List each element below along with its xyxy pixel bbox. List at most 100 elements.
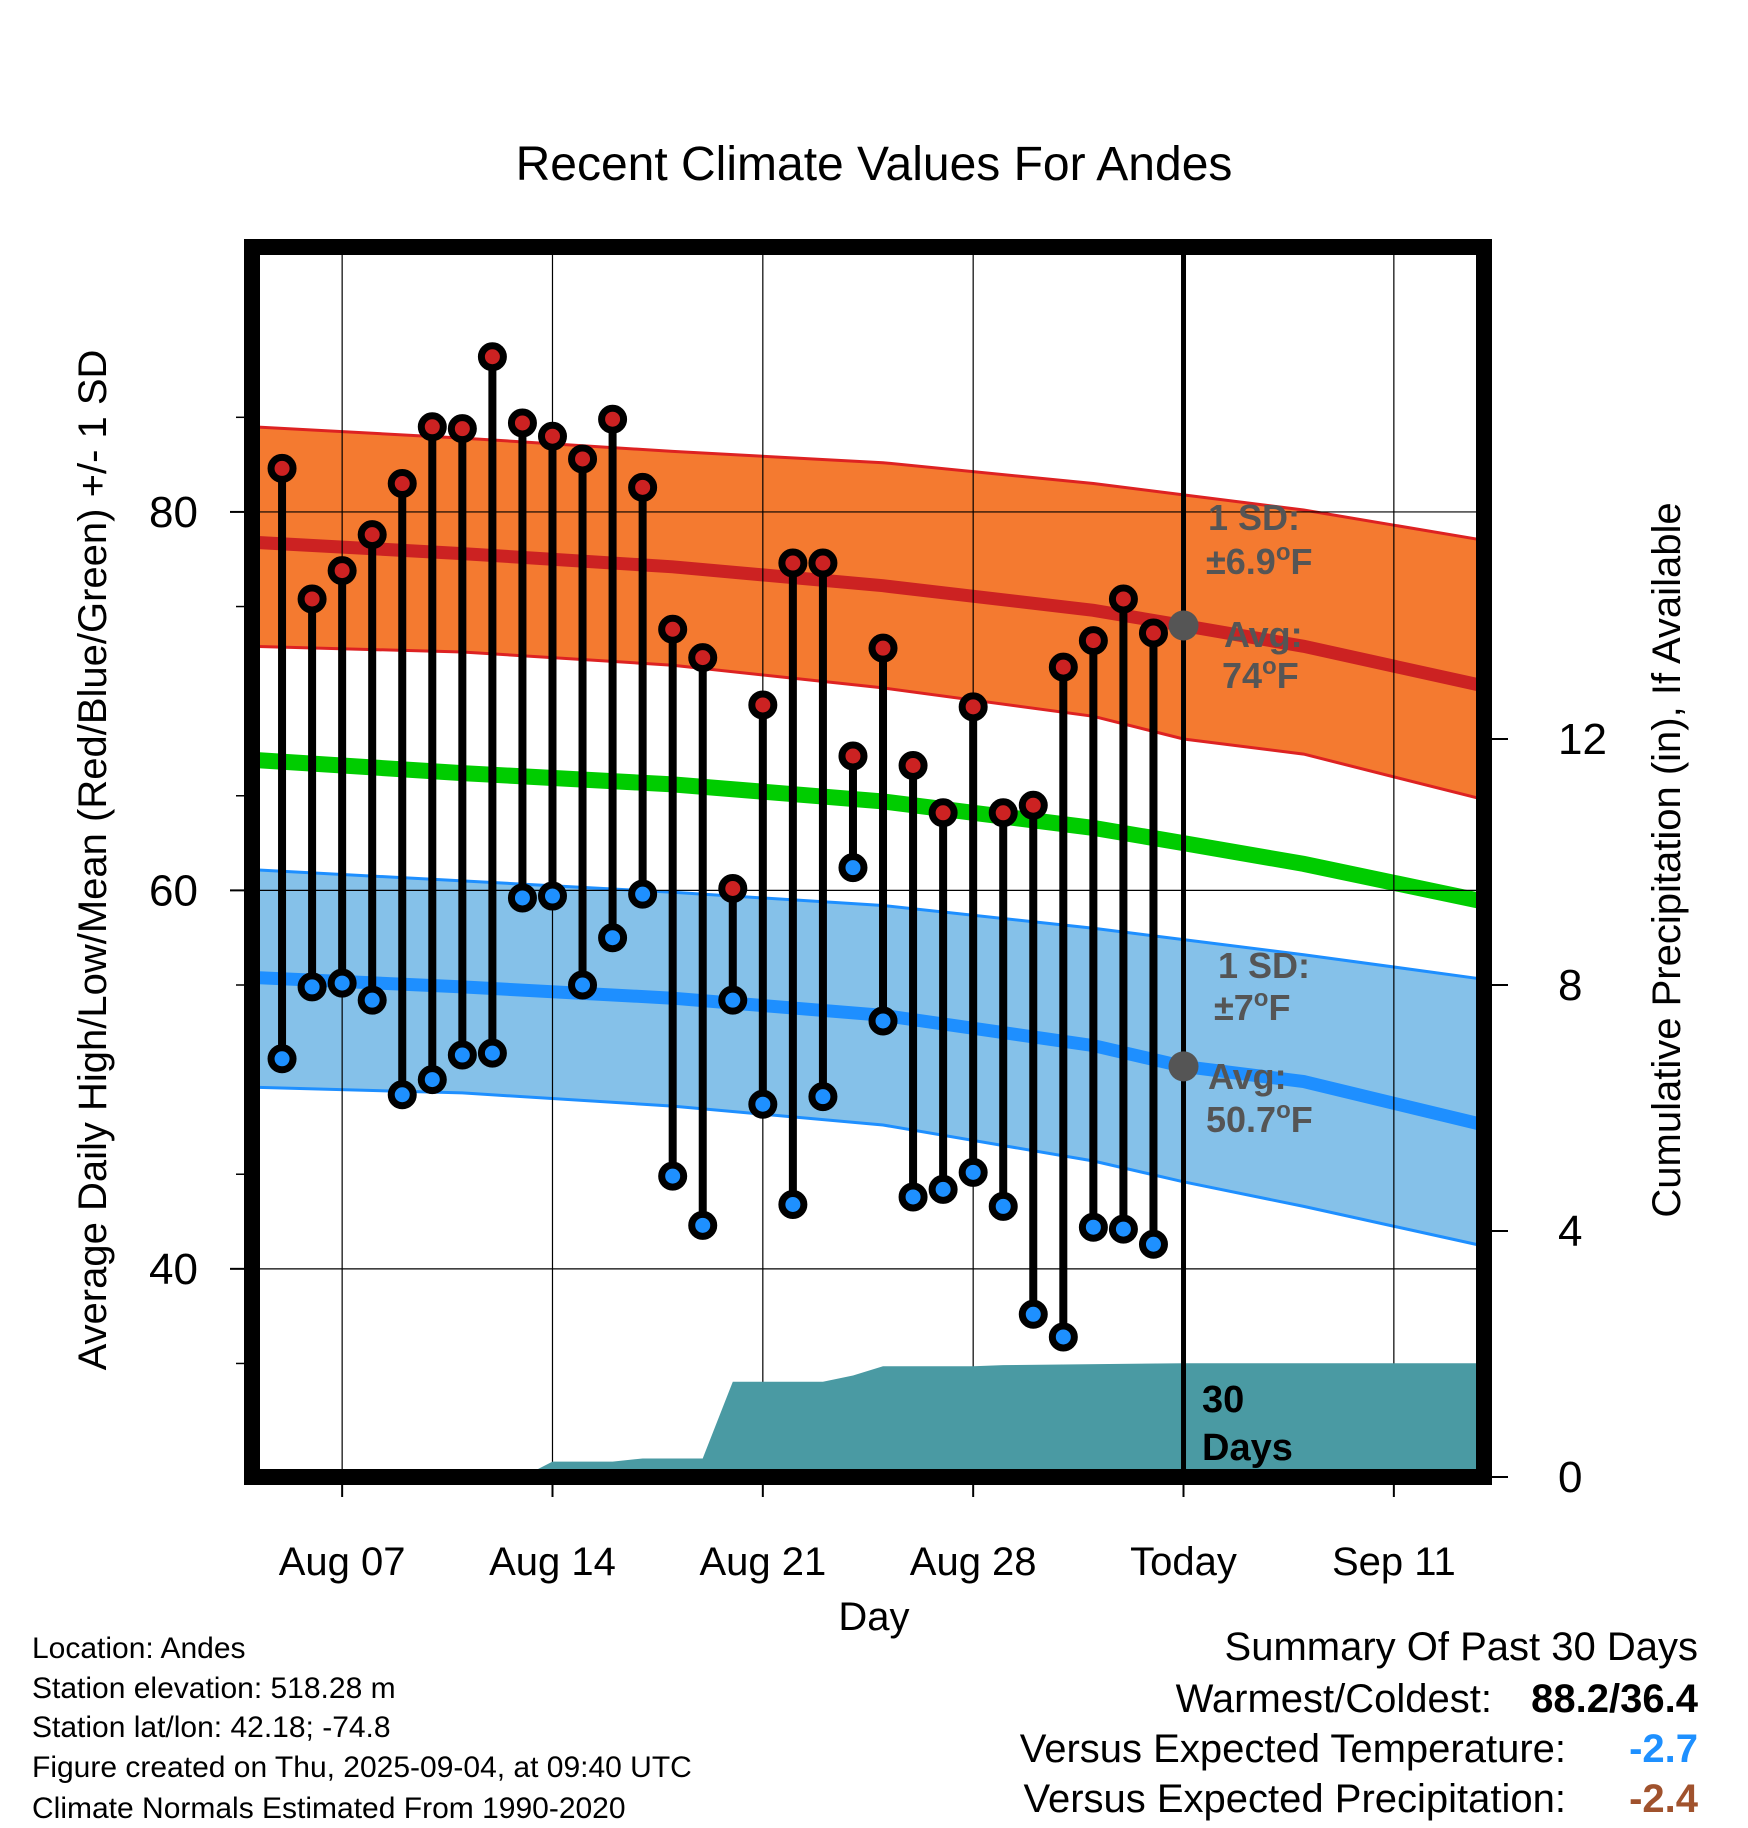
station-elevation: Station elevation: 518.28 m [32, 1672, 396, 1705]
x-axis-label: Day [838, 1595, 909, 1639]
high-point [778, 548, 808, 578]
high-point [598, 404, 628, 434]
high-sd-lower-line [251, 644, 1485, 802]
high-point [568, 444, 598, 474]
high-point [748, 690, 778, 720]
high-point [327, 556, 357, 586]
low-point [568, 970, 598, 1000]
low-sd-value: ±7oF [1214, 985, 1290, 1028]
high-sd-label: 1 SD: [1208, 497, 1300, 538]
low-point [898, 1182, 928, 1212]
high-sd-value: ±6.9oF [1206, 539, 1312, 582]
high-point [357, 520, 387, 550]
chart-title: Recent Climate Values For Andes [516, 138, 1233, 191]
high-point [898, 750, 928, 780]
high-point [447, 414, 477, 444]
x-tick-label: Aug 07 [279, 1540, 406, 1584]
warm-cold-value: 88.2/36.4 [1531, 1677, 1699, 1721]
low-point [537, 881, 567, 911]
low-avg-value: 50.7oF [1206, 1097, 1313, 1140]
high-point [868, 633, 898, 663]
precip-vs-expected-value: -2.4 [1629, 1777, 1699, 1821]
precipitation-area [252, 1363, 1484, 1477]
low-point [387, 1080, 417, 1110]
high-point [537, 421, 567, 451]
low-point [447, 1040, 477, 1070]
low-point [477, 1038, 507, 1068]
high-point [267, 453, 297, 483]
high-point [628, 472, 658, 502]
low-sd-band [252, 869, 1484, 1247]
today-high-avg-dot [1168, 610, 1199, 641]
low-point [928, 1174, 958, 1204]
y-left-tick-label: 80 [149, 488, 198, 537]
low-sd-label: 1 SD: [1218, 945, 1310, 986]
today-low-avg-dot [1168, 1051, 1199, 1082]
high-point [838, 741, 868, 771]
x-tick-label: Sep 11 [1332, 1540, 1456, 1584]
high-sd-band [252, 426, 1484, 800]
y-axis-left-ticks: 40 60 80 [149, 416, 244, 1365]
climate-normals-note: Climate Normals Estimated From 1990-2020 [32, 1792, 626, 1825]
plot-border [244, 239, 1492, 1485]
low-point [658, 1161, 688, 1191]
y-axis-right-label: Cumulative Precipitation (in), If Availa… [1645, 502, 1689, 1217]
low-point [507, 883, 537, 913]
high-point [1018, 790, 1048, 820]
high-point [658, 614, 688, 644]
high-point [1108, 584, 1138, 614]
precip-period-label-unit: Days [1202, 1427, 1293, 1469]
low-point [267, 1044, 297, 1074]
normal-bands [251, 425, 1486, 1248]
low-point [838, 853, 868, 883]
high-point [477, 342, 507, 372]
low-avg-label: Avg: [1208, 1056, 1287, 1097]
low-point [868, 1006, 898, 1036]
low-point [718, 985, 748, 1015]
high-point [387, 469, 417, 499]
low-point [598, 923, 628, 953]
low-point [688, 1210, 718, 1240]
precipitation-fill [252, 1363, 1484, 1477]
x-tick-label: Aug 28 [910, 1540, 1037, 1584]
today-marker [1168, 247, 1199, 1477]
plot-frame [244, 239, 1492, 1485]
low-sd-upper-line [251, 868, 1485, 981]
low-point [1138, 1229, 1168, 1259]
y-left-tick-label: 60 [149, 866, 198, 915]
station-latlon: Station lat/lon: 42.18; -74.8 [32, 1711, 391, 1744]
low-point [297, 972, 327, 1002]
daily-points [267, 342, 1168, 1352]
daily-range-stems [278, 356, 1158, 1337]
low-point [1048, 1322, 1078, 1352]
y-right-tick-label: 0 [1558, 1453, 1582, 1502]
temp-vs-expected-value: -2.7 [1629, 1727, 1698, 1771]
y-right-tick-label: 8 [1558, 961, 1582, 1010]
low-point [748, 1089, 778, 1119]
mean-line [251, 751, 1486, 910]
high-point [417, 412, 447, 442]
low-point [417, 1065, 447, 1095]
high-point [1048, 652, 1078, 682]
high-point [1138, 618, 1168, 648]
high-sd-upper-line [251, 425, 1485, 542]
low-point [808, 1082, 838, 1112]
low-point [357, 985, 387, 1015]
low-point [327, 968, 357, 998]
y-axis-left-label: Average Daily High/Low/Mean (Red/Blue/Gr… [71, 350, 115, 1371]
y-left-tick-label: 40 [149, 1245, 198, 1294]
x-axis-ticks: Aug 07 Aug 14 Aug 21 Aug 28 Today Sep 11 [279, 1485, 1456, 1584]
low-average-line [251, 970, 1486, 1132]
high-point [718, 873, 748, 903]
high-point [928, 798, 958, 828]
high-point [1078, 626, 1108, 656]
low-point [628, 879, 658, 909]
low-point [1078, 1212, 1108, 1242]
low-point [1108, 1214, 1138, 1244]
x-tick-label: Aug 14 [489, 1540, 616, 1584]
figure-created: Figure created on Thu, 2025-09-04, at 09… [32, 1751, 692, 1784]
station-location: Location: Andes [32, 1632, 246, 1665]
y-right-tick-label: 4 [1558, 1207, 1582, 1256]
